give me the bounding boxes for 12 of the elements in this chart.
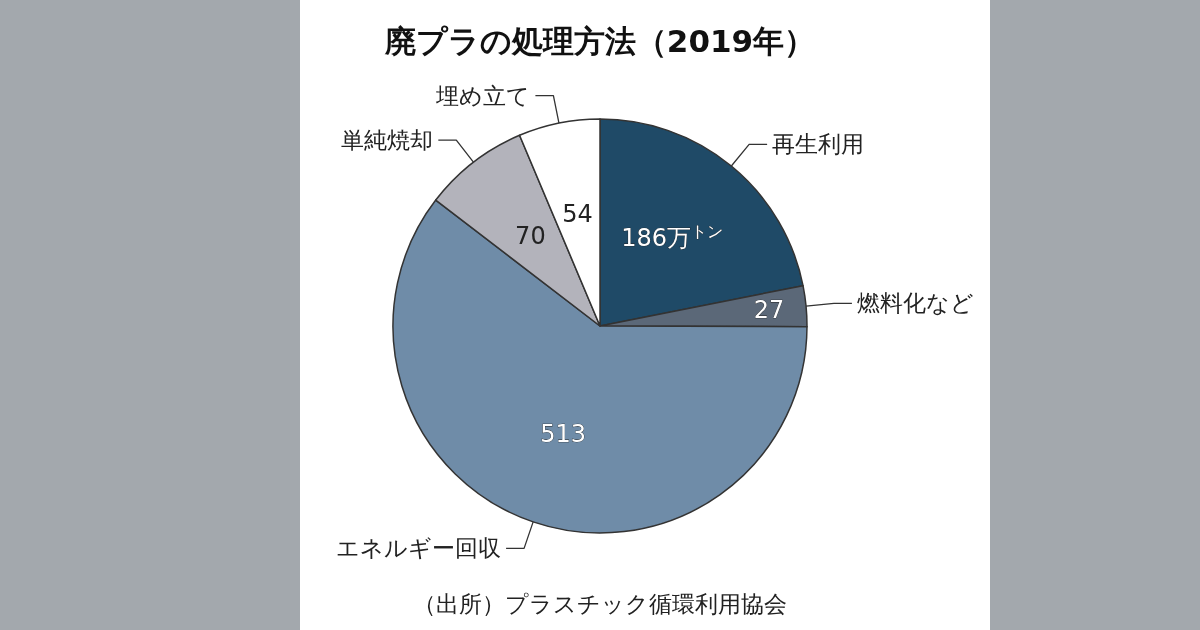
data-label: 54	[562, 200, 593, 229]
slice-label: 埋め立て	[435, 82, 531, 109]
slice-label: 再生利用	[772, 131, 865, 158]
slice-label: エネルギー回収	[336, 535, 502, 562]
data-label: 513	[540, 419, 587, 448]
chart-title: 廃プラの処理方法（2019年）	[383, 23, 816, 59]
slice-label: 燃料化など	[856, 290, 974, 317]
data-label: 70	[515, 221, 546, 250]
data-label: 186万$^{トン}$	[621, 223, 724, 253]
text: （出所）プラスチック循環利用協会	[413, 591, 787, 617]
slice-label: 単純焼却	[341, 127, 434, 154]
data-label: 27	[753, 295, 785, 324]
